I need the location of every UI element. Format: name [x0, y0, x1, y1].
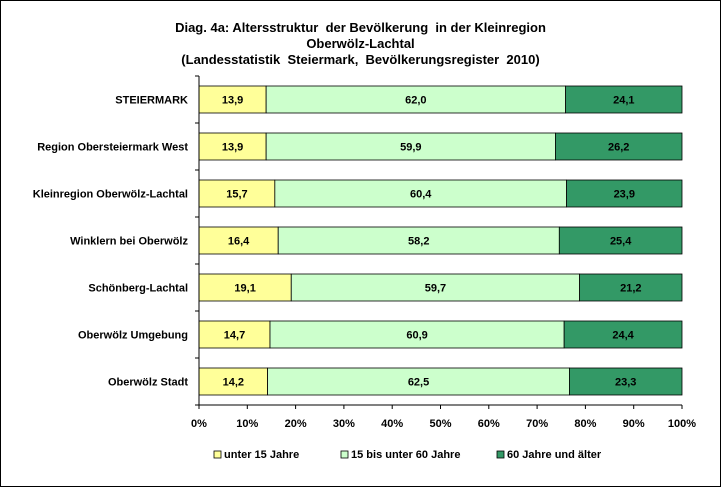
bar-segment	[269, 320, 565, 349]
category-label: Region Obersteiermark West	[37, 142, 188, 154]
bar-segment	[555, 132, 683, 161]
category-label: Schönberg-Lachtal	[88, 283, 188, 295]
x-tick-label: 100%	[668, 418, 696, 430]
bar-segment	[265, 132, 556, 161]
x-tick-label: 10%	[236, 418, 258, 430]
chart-title-line-2: Oberwölz-Lachtal	[306, 36, 415, 51]
bar-segment	[198, 85, 267, 114]
data-label: 16,4	[228, 236, 250, 248]
category-label: Winklern bei Oberwölz	[70, 236, 188, 248]
data-label: 26,2	[608, 142, 629, 154]
legend-swatch	[340, 450, 349, 459]
x-tick-label: 90%	[623, 418, 645, 430]
data-label: 21,2	[620, 283, 641, 295]
data-label: 15,7	[226, 189, 247, 201]
bar-segment	[198, 179, 276, 208]
bar-segment	[198, 226, 279, 255]
category-label: STEIERMARK	[115, 95, 188, 107]
data-label: 62,5	[408, 377, 429, 389]
data-label: 62,0	[405, 95, 426, 107]
legend-label: 15 bis unter 60 Jahre	[351, 449, 460, 461]
data-label: 60,4	[410, 189, 432, 201]
x-tick-label: 0%	[191, 418, 207, 430]
bar-segment	[198, 320, 271, 349]
data-label: 13,9	[222, 95, 243, 107]
bar-segment	[267, 367, 570, 396]
category-label: Oberwölz Umgebung	[78, 330, 188, 342]
bar-segment	[198, 273, 292, 302]
x-tick-label: 20%	[285, 418, 307, 430]
bar-segment	[277, 226, 560, 255]
data-label: 14,7	[224, 330, 245, 342]
bar-segment	[274, 179, 567, 208]
category-label: Oberwölz Stadt	[108, 377, 188, 389]
chart-title-line-3: (Landesstatistik Steiermark, Bevölkerung…	[181, 52, 540, 67]
data-label: 60,9	[406, 330, 427, 342]
data-label: 58,2	[408, 236, 429, 248]
x-tick-label: 60%	[478, 418, 500, 430]
legend-label: 60 Jahre und älter	[507, 449, 602, 461]
data-label: 59,7	[425, 283, 446, 295]
category-label: Kleinregion Oberwölz-Lachtal	[33, 189, 188, 201]
data-label: 23,3	[615, 377, 636, 389]
data-label: 24,1	[613, 95, 634, 107]
bar-segment	[563, 320, 683, 349]
x-tick-label: 50%	[429, 418, 451, 430]
bar-segment	[290, 273, 581, 302]
legend-swatch	[496, 450, 505, 459]
x-tick-label: 30%	[333, 418, 355, 430]
bar-segment	[565, 85, 683, 114]
data-label: 23,9	[614, 189, 635, 201]
x-tick-label: 40%	[381, 418, 403, 430]
chart-title-line-1: Diag. 4a: Altersstruktur der Bevölkerung…	[175, 20, 546, 35]
legend-swatch	[213, 450, 222, 459]
bar-segment	[558, 226, 683, 255]
x-tick-label: 80%	[574, 418, 596, 430]
bar-segment	[579, 273, 683, 302]
data-label: 59,9	[400, 142, 421, 154]
data-label: 24,4	[612, 330, 634, 342]
bar-segment	[198, 367, 268, 396]
data-label: 13,9	[222, 142, 243, 154]
legend-label: unter 15 Jahre	[224, 449, 299, 461]
bar-segment	[265, 85, 566, 114]
data-label: 25,4	[610, 236, 632, 248]
data-label: 19,1	[234, 283, 255, 295]
data-label: 14,2	[223, 377, 244, 389]
bar-segment	[569, 367, 683, 396]
x-tick-label: 70%	[526, 418, 548, 430]
bar-segment	[566, 179, 683, 208]
